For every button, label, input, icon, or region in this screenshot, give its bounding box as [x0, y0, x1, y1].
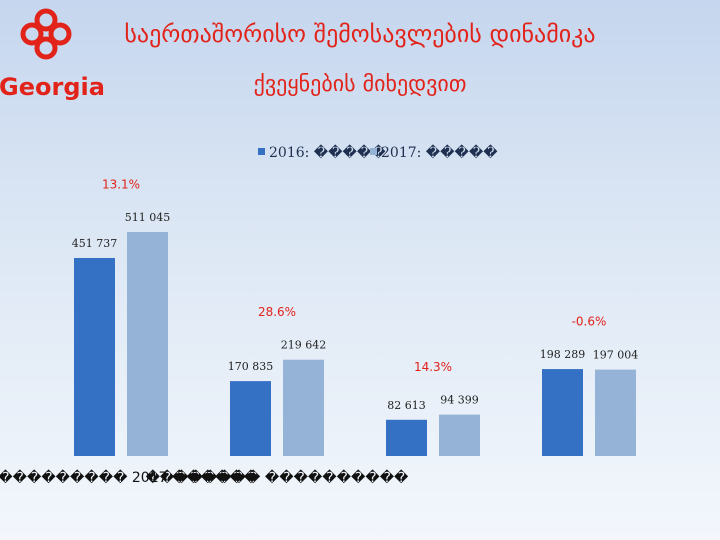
- value-label: 197 004: [593, 349, 639, 362]
- chart-title: საერთაშორისო შემოსავლების დინამიკა: [124, 20, 595, 48]
- legend-swatch: [370, 148, 377, 155]
- bar: [127, 231, 168, 456]
- chart-subtitle: ქვეყნების მიხედვით: [254, 72, 467, 97]
- value-label: 198 289: [540, 348, 586, 361]
- change-label: 13.1%: [102, 177, 140, 191]
- bar: [439, 414, 480, 456]
- legend-swatch: [258, 148, 265, 155]
- legend-label: 2016: �����: [269, 144, 386, 161]
- logo-mark: [20, 8, 72, 60]
- change-label: 28.6%: [258, 305, 296, 319]
- bar: [74, 257, 115, 456]
- value-label: 94 399: [440, 394, 479, 407]
- bar: [595, 369, 636, 456]
- value-label: 82 613: [387, 399, 426, 412]
- change-label: 14.3%: [414, 360, 452, 374]
- value-label: 451 737: [72, 237, 118, 250]
- value-label: 170 835: [228, 360, 274, 373]
- value-label: 511 045: [125, 211, 171, 224]
- x-tick-label: �������� ����������: [146, 469, 409, 486]
- x-tick-label: ���������� 2017 ������: [0, 469, 259, 486]
- bar: [283, 359, 324, 456]
- bar: [542, 369, 583, 456]
- logo-text: Georgia: [0, 73, 105, 101]
- bar: [386, 419, 427, 456]
- value-label: 219 642: [281, 339, 327, 352]
- legend-label: 2017: �����: [381, 144, 498, 161]
- change-label: -0.6%: [572, 315, 607, 329]
- bar: [230, 381, 271, 456]
